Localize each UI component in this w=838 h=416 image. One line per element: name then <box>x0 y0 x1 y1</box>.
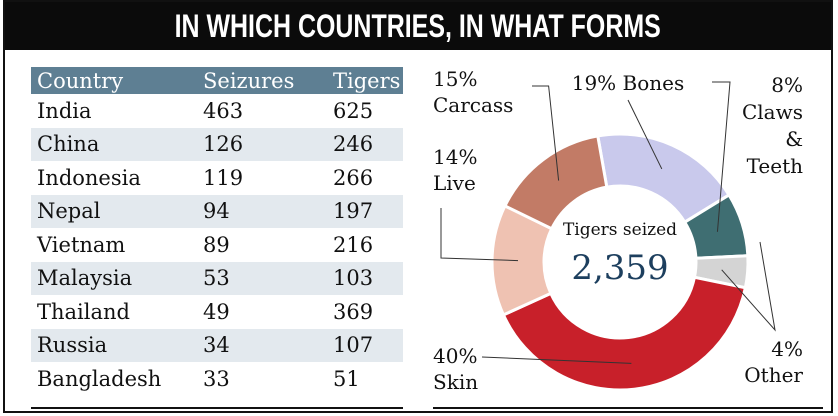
slice-label-bones: 19% Bones <box>572 71 685 95</box>
country-cell: Malaysia <box>31 261 197 295</box>
leader-line <box>532 85 560 181</box>
tigers-cell: 625 <box>333 98 374 123</box>
table-bottom-rule <box>31 407 403 409</box>
table-row: Russia 34 107 <box>31 328 403 362</box>
tigers-cell: 216 <box>333 232 374 257</box>
seizures-cell: 463 <box>203 98 244 123</box>
country-cell: Bangladesh <box>37 366 162 391</box>
leader-line <box>721 241 776 332</box>
table-row: China 126 246 <box>31 127 403 161</box>
header-seizures: Seizures <box>197 67 327 94</box>
seizures-cell: 119 <box>203 165 244 190</box>
table-row: Nepal 94 197 <box>31 194 403 228</box>
seizures-cell: 33 <box>203 366 230 391</box>
center-label: Tigers seized <box>563 220 677 240</box>
tigers-cell: 369 <box>333 299 374 324</box>
header-tigers: Tigers <box>327 67 403 94</box>
table-row: Bangladesh 33 51 <box>31 362 403 396</box>
seizures-cell: 49 <box>203 299 230 324</box>
seizures-table: Country Seizures Tigers India 463 625 China… <box>31 67 403 396</box>
country-cell: Thailand <box>37 299 130 324</box>
slice-label-claws-teeth: 8% Claws & Teeth <box>742 73 803 178</box>
leader-line <box>440 208 519 262</box>
donut-slice-carcass <box>502 134 609 231</box>
leader-line <box>481 356 632 364</box>
seizures-cell: 94 <box>197 194 327 228</box>
table-row: Thailand 49 369 <box>31 295 403 329</box>
table-header-row: Country Seizures Tigers <box>31 67 403 94</box>
table-row: Indonesia 119 266 <box>31 161 403 195</box>
chart-title: IN WHICH COUNTRIES, IN WHAT FORMS <box>174 7 662 44</box>
seizures-cell: 34 <box>197 328 327 362</box>
table-row: Malaysia 53 103 <box>31 261 403 295</box>
slice-label-skin: 40% Skin <box>433 344 478 394</box>
leader-line <box>627 99 663 170</box>
slice-label-other: 4% Other <box>744 337 803 387</box>
tigers-cell: 107 <box>327 328 403 362</box>
tigers-cell: 103 <box>327 261 403 295</box>
donut-slice-skin <box>501 275 748 392</box>
seizures-cell: 126 <box>197 127 327 161</box>
chart-bottom-rule <box>433 407 823 409</box>
tigers-cell: 51 <box>333 366 360 391</box>
seizures-cell: 53 <box>197 261 327 295</box>
country-cell: China <box>31 127 197 161</box>
slice-label-carcass: 15% Carcass <box>433 67 513 117</box>
tigers-cell: 266 <box>333 165 374 190</box>
slice-label-live: 14% Live <box>433 145 477 195</box>
country-cell: Russia <box>31 328 197 362</box>
country-cell: Nepal <box>31 194 197 228</box>
title-banner: IN WHICH COUNTRIES, IN WHAT FORMS <box>5 2 831 50</box>
table-row: Vietnam 89 216 <box>31 228 403 262</box>
country-cell: India <box>37 98 92 123</box>
table-row: India 463 625 <box>31 94 403 128</box>
center-value: 2,359 <box>571 248 668 288</box>
tigers-cell: 197 <box>327 194 403 228</box>
leader-line <box>712 81 731 232</box>
country-cell: Indonesia <box>37 165 141 190</box>
tigers-cell: 246 <box>327 127 403 161</box>
country-cell: Vietnam <box>37 232 126 257</box>
seizures-cell: 89 <box>203 232 230 257</box>
header-country: Country <box>31 67 197 94</box>
